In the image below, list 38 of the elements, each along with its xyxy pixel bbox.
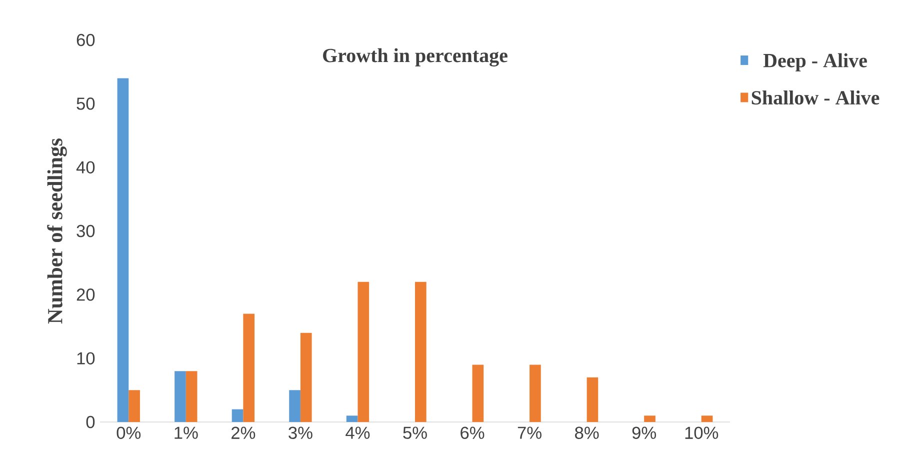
chart-title: Growth in percentage	[323, 48, 508, 66]
y-tick-label: 60	[76, 34, 95, 46]
bar	[644, 416, 656, 422]
bar	[300, 332, 312, 422]
bar	[174, 371, 186, 422]
y-tick-label: 20	[76, 288, 95, 301]
y-tick-label: 50	[76, 98, 95, 110]
x-tick-label: 4%	[346, 426, 370, 439]
bar	[186, 371, 198, 422]
legend-label: Deep - Alive	[763, 53, 867, 72]
bar	[701, 416, 713, 422]
y-tick-label: 30	[76, 224, 95, 238]
bar	[472, 364, 484, 422]
bar	[117, 78, 129, 422]
bar	[232, 409, 244, 422]
x-tick-label: 1%	[174, 426, 198, 439]
bar	[128, 390, 140, 422]
bar	[358, 282, 370, 422]
x-tick-label: 5%	[403, 426, 427, 439]
x-tick-label: 10%	[685, 426, 718, 439]
x-tick-label: 9%	[632, 426, 656, 439]
bar	[289, 390, 300, 422]
y-tick-label: 40	[76, 161, 95, 174]
bar	[586, 377, 598, 422]
legend-label: Shallow - Alive	[752, 90, 880, 105]
x-tick-label: 7%	[518, 426, 542, 439]
x-tick-label: 2%	[232, 426, 256, 439]
x-tick-label: 6%	[460, 426, 484, 439]
x-tick-label: 3%	[288, 426, 312, 439]
y-tick-label: 10	[77, 352, 95, 364]
y-tick-label: 0	[86, 416, 95, 428]
bar	[346, 416, 358, 422]
x-tick-label: 8%	[575, 426, 599, 439]
y-axis-title: Number of seedlings	[47, 138, 67, 324]
bar	[415, 282, 426, 422]
bar	[530, 364, 541, 422]
bar	[243, 314, 255, 422]
x-tick-label: 0%	[116, 426, 141, 439]
